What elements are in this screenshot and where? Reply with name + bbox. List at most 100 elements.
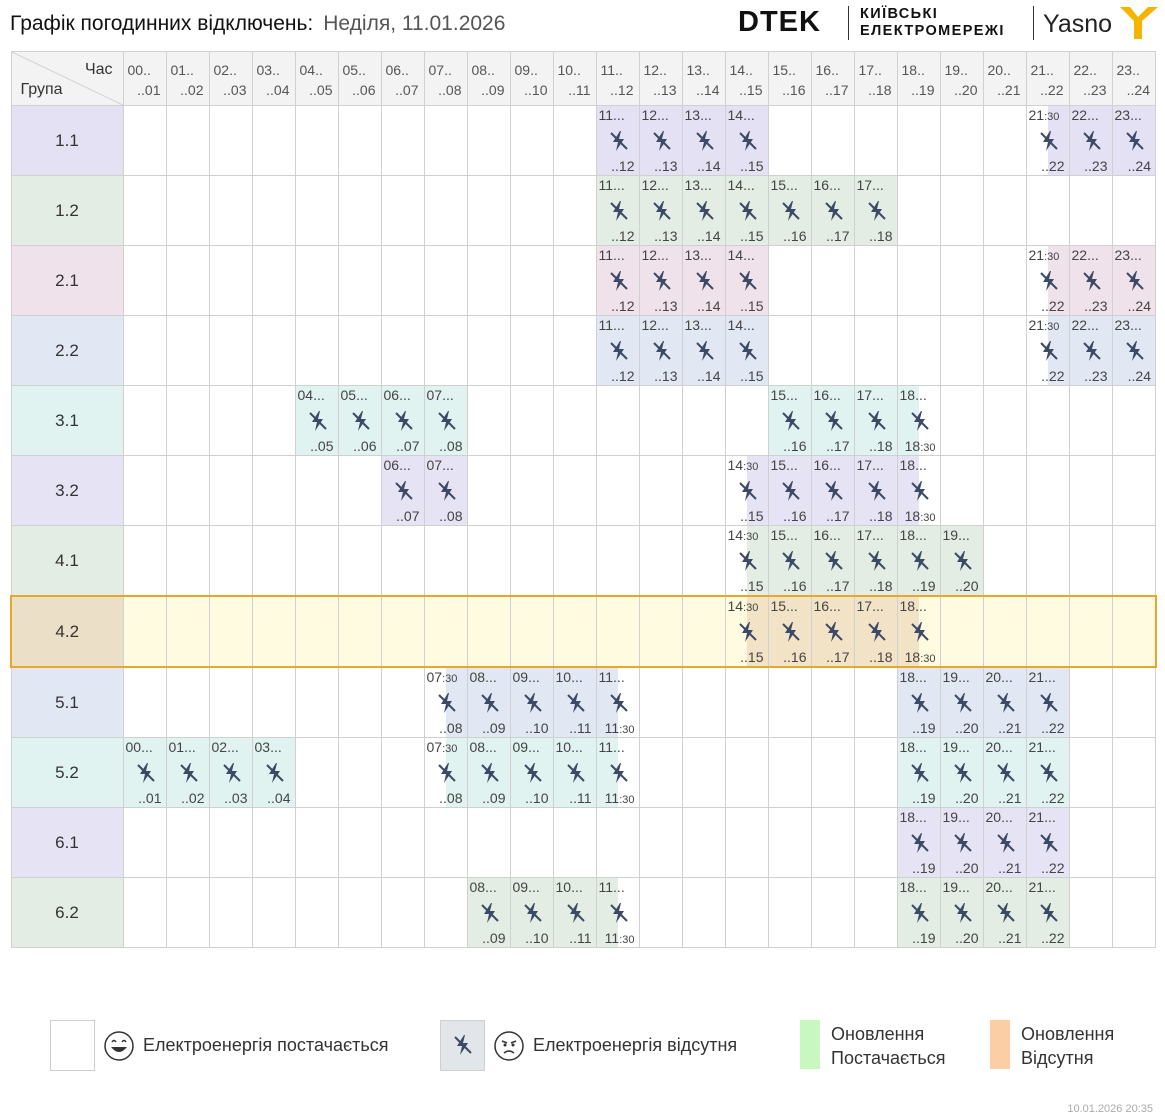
outage-cell: 20... ..21	[982, 737, 1027, 808]
no-power-icon	[523, 693, 542, 713]
outage-start: 20...	[985, 879, 1013, 895]
power-cell	[466, 807, 511, 878]
outage-end: ..03	[224, 790, 248, 806]
outage-start: 14:30	[727, 598, 759, 614]
no-power-icon	[609, 763, 628, 783]
hour-from: 05..	[342, 62, 366, 78]
legend-update-supplied-label: Оновлення Постачається	[831, 1024, 946, 1068]
outage-cell: 13... ..14	[681, 105, 726, 176]
outage-start: 11...	[598, 317, 625, 333]
no-power-icon	[609, 131, 628, 151]
outage-end: ..19	[912, 860, 936, 876]
hour-to: ..14	[696, 82, 720, 98]
outage-end: ..22	[1041, 790, 1065, 806]
hour-to: ..07	[395, 82, 419, 98]
outage-start: 14...	[727, 177, 755, 193]
power-cell	[165, 385, 210, 456]
outage-end: ..17	[826, 578, 850, 594]
power-cell	[165, 666, 210, 738]
outage-end: ..13	[654, 368, 678, 384]
no-power-icon	[824, 411, 843, 431]
outage-cell: 11... 11:30	[595, 877, 640, 948]
outage-end: 18:30	[904, 649, 936, 665]
outage-cell: 09... ..10	[509, 737, 554, 808]
hour-header: 21.. ..22	[1025, 51, 1070, 106]
outage-start: 17...	[856, 457, 884, 473]
outage-start: 22...	[1071, 317, 1099, 333]
power-cell	[939, 245, 984, 316]
outage-end: ..15	[740, 649, 764, 665]
outage-start: 14:30	[727, 527, 759, 543]
outage-start: 21:30	[1028, 247, 1060, 263]
power-cell	[122, 105, 167, 176]
outage-start: 07...	[426, 387, 454, 403]
outage-end: ..15	[740, 298, 764, 314]
hour-to: ..22	[1040, 82, 1064, 98]
outage-cell: 14... ..15	[724, 175, 769, 246]
power-cell	[423, 877, 468, 948]
outage-end: ..06	[353, 438, 377, 454]
outage-cell: 14... ..15	[724, 105, 769, 176]
outage-cell: 19... ..20	[939, 877, 984, 948]
power-cell	[939, 175, 984, 246]
power-cell	[724, 385, 769, 456]
legend-update-absent-swatch	[990, 1020, 1010, 1069]
outage-end: ..14	[697, 158, 721, 174]
power-cell	[982, 315, 1027, 386]
outage-end: 18:30	[904, 508, 936, 524]
power-cell	[1068, 666, 1113, 738]
outage-end: 18:30	[904, 438, 936, 454]
power-cell	[337, 595, 382, 668]
hour-header: 19.. ..20	[939, 51, 984, 106]
outage-cell: 21... ..22	[1025, 877, 1070, 948]
no-power-icon	[437, 693, 456, 713]
power-cell	[466, 175, 511, 246]
no-power-icon	[781, 551, 800, 571]
outage-cell: 21:30 ..22	[1025, 245, 1070, 316]
outage-end: ..15	[740, 578, 764, 594]
outage-cell: 16... ..17	[810, 525, 855, 597]
hour-header: 22.. ..23	[1068, 51, 1113, 106]
outage-cell: 18... ..19	[896, 877, 941, 948]
outage-cell: 10... ..11	[552, 737, 597, 808]
power-cell	[1025, 595, 1070, 668]
outage-cell: 17... ..18	[853, 595, 898, 668]
no-power-icon	[308, 411, 327, 431]
hour-from: 12..	[643, 62, 667, 78]
no-power-icon	[738, 201, 757, 221]
power-cell	[380, 105, 425, 176]
table-row: 1.1 11... ..12 12... ..13 13... ..14 14... ..15 2…	[10, 105, 1156, 176]
outage-cell: 18... ..19	[896, 737, 941, 808]
no-power-icon	[1039, 271, 1058, 291]
power-cell	[337, 245, 382, 316]
power-cell	[122, 245, 167, 316]
outage-start: 16...	[813, 387, 841, 403]
outage-start: 18...	[899, 879, 927, 895]
power-cell	[767, 315, 812, 386]
power-cell	[509, 315, 554, 386]
outage-cell: 18... ..19	[896, 807, 941, 878]
outage-cell: 20... ..21	[982, 666, 1027, 738]
power-cell	[1068, 525, 1113, 597]
hour-from: 14..	[729, 62, 753, 78]
no-power-icon	[867, 201, 886, 221]
outage-start: 03...	[254, 739, 282, 755]
outage-start: 13...	[684, 177, 712, 193]
corner-diagonal	[11, 52, 123, 105]
power-cell	[122, 666, 167, 738]
no-power-icon	[652, 131, 671, 151]
hour-to: ..11	[568, 82, 591, 98]
outage-cell: 18... ..19	[896, 525, 941, 597]
hour-to: ..01	[137, 82, 161, 98]
power-cell	[251, 455, 296, 526]
outage-end: ..07	[396, 508, 420, 524]
outage-cell: 08... ..09	[466, 737, 511, 808]
power-cell	[810, 315, 855, 386]
no-power-icon	[738, 271, 757, 291]
outage-end: ..23	[1084, 298, 1108, 314]
outage-start: 15...	[770, 598, 798, 614]
hour-from: 10..	[557, 62, 581, 78]
hour-to: ..24	[1126, 82, 1150, 98]
power-cell	[982, 105, 1027, 176]
power-cell	[122, 315, 167, 386]
